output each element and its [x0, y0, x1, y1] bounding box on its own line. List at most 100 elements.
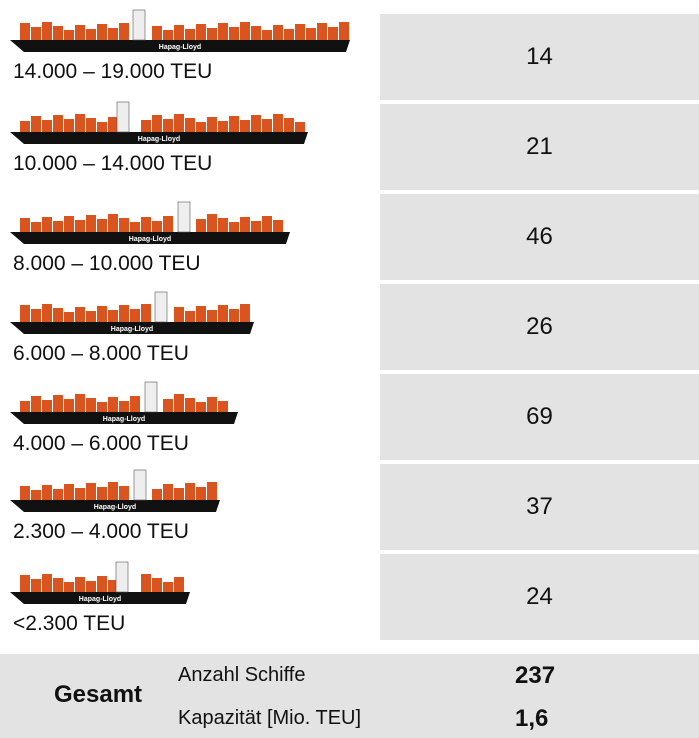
containers	[339, 22, 349, 40]
containers	[240, 22, 250, 40]
containers	[152, 26, 162, 40]
containers	[119, 486, 129, 500]
count-cell: 14	[380, 14, 699, 100]
containers	[196, 487, 206, 500]
containers	[152, 221, 162, 232]
containers	[295, 122, 305, 132]
containers	[108, 28, 118, 40]
containers	[141, 574, 151, 592]
containers	[64, 119, 74, 132]
total-value: 1,6	[515, 705, 548, 733]
containers	[42, 574, 52, 592]
size-class-label: 10.000 – 14.000 TEU	[13, 152, 212, 176]
containers	[251, 115, 261, 132]
ship: Hapag-Lloyd	[10, 202, 290, 244]
containers	[53, 221, 63, 232]
containers	[163, 582, 173, 592]
containers	[196, 306, 206, 322]
containers	[119, 305, 129, 322]
containers	[97, 122, 107, 132]
containers	[97, 219, 107, 232]
containers	[196, 219, 206, 232]
containers	[229, 222, 239, 232]
containers	[306, 28, 316, 40]
ship-brand: Hapag-Lloyd	[103, 416, 145, 423]
containers	[163, 119, 173, 132]
containers	[31, 396, 41, 412]
containers	[174, 394, 184, 412]
containers	[163, 399, 173, 412]
containers	[174, 307, 184, 322]
containers	[130, 396, 140, 412]
containers	[31, 309, 41, 322]
containers	[229, 116, 239, 132]
containers	[64, 484, 74, 500]
containers	[251, 26, 261, 40]
containers	[42, 217, 52, 232]
containers	[207, 117, 217, 132]
fleet-table: Hapag-Lloyd Hapag-Lloyd Hapag-Lloyd Hapag-L…	[0, 0, 699, 738]
containers	[42, 400, 52, 412]
count-cell: 46	[380, 194, 699, 280]
containers	[86, 581, 96, 592]
size-class-label: 6.000 – 8.000 TEU	[13, 342, 189, 366]
containers	[207, 310, 217, 322]
ship-brand: Hapag-Lloyd	[138, 136, 180, 143]
size-class-label: <2.300 TEU	[13, 612, 125, 636]
containers	[108, 482, 118, 500]
containers	[86, 311, 96, 322]
containers	[218, 401, 228, 412]
ship: Hapag-Lloyd	[10, 10, 350, 52]
ship: Hapag-Lloyd	[10, 470, 220, 512]
containers	[174, 577, 184, 592]
containers	[163, 30, 173, 40]
containers	[284, 29, 294, 40]
containers	[174, 488, 184, 500]
ship-brand: Hapag-Lloyd	[111, 326, 153, 333]
containers	[42, 485, 52, 500]
count-cell: 21	[380, 104, 699, 190]
containers	[20, 23, 30, 40]
containers	[86, 215, 96, 232]
containers	[75, 220, 85, 232]
containers	[185, 311, 195, 322]
count-cell: 37	[380, 464, 699, 550]
containers	[152, 578, 162, 592]
containers	[75, 394, 85, 412]
containers	[20, 575, 30, 592]
containers	[31, 27, 41, 40]
containers	[64, 30, 74, 40]
containers	[97, 576, 107, 592]
containers	[20, 486, 30, 500]
containers	[163, 216, 173, 232]
count-cell: 26	[380, 284, 699, 370]
containers	[207, 482, 217, 500]
containers	[75, 307, 85, 322]
total-label: Kapazität [Mio. TEU]	[178, 707, 361, 730]
containers	[229, 309, 239, 322]
size-class-label: 14.000 – 19.000 TEU	[13, 60, 212, 84]
bridge	[178, 202, 190, 232]
containers	[108, 214, 118, 232]
containers	[64, 582, 74, 592]
containers	[130, 309, 140, 322]
containers	[53, 308, 63, 322]
containers	[207, 214, 217, 232]
containers	[328, 27, 338, 40]
containers	[284, 118, 294, 132]
containers	[119, 401, 129, 412]
containers	[75, 577, 85, 592]
count-cell: 69	[380, 374, 699, 460]
total-band: Gesamt Anzahl Schiffe 237 Kapazität [Mio…	[0, 654, 699, 738]
size-class-label: 4.000 – 6.000 TEU	[13, 432, 189, 456]
containers	[64, 312, 74, 322]
containers	[53, 26, 63, 40]
containers	[229, 27, 239, 40]
containers	[108, 310, 118, 322]
containers	[218, 305, 228, 322]
containers	[119, 23, 129, 40]
containers	[273, 220, 283, 232]
containers	[218, 23, 228, 40]
containers	[86, 483, 96, 500]
total-label: Anzahl Schiffe	[178, 664, 306, 687]
